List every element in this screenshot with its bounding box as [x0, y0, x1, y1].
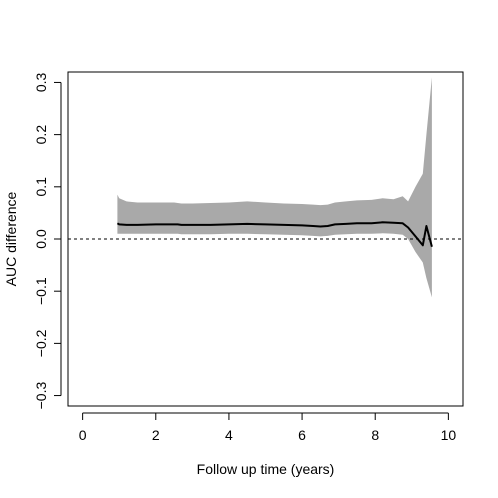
- confidence-band: [117, 77, 432, 298]
- x-tick-label: 2: [152, 427, 160, 443]
- x-tick-label: 10: [441, 427, 457, 443]
- y-tick-label: 0.0: [33, 229, 49, 249]
- x-tick-label: 8: [371, 427, 379, 443]
- x-axis-label: Follow up time (years): [197, 461, 335, 477]
- x-tick-label: 4: [225, 427, 233, 443]
- auc-difference-line: [116, 221, 433, 248]
- x-tick-label: 6: [298, 427, 306, 443]
- y-tick-label: 0.2: [33, 125, 49, 145]
- y-tick-label: −0.1: [33, 277, 49, 305]
- series-line-layer: [116, 221, 433, 248]
- x-tick-label: 0: [79, 427, 87, 443]
- y-tick-label: 0.3: [33, 72, 49, 92]
- x-axis: 0 2 4 6 8 10: [79, 412, 457, 443]
- confidence-band-layer: [117, 77, 432, 298]
- y-tick-label: −0.2: [33, 329, 49, 357]
- y-tick-label: 0.1: [33, 177, 49, 197]
- y-axis-label: AUC difference: [3, 191, 19, 286]
- plot-frame: [67, 71, 464, 407]
- y-axis: −0.3 −0.2 −0.1 0.0 0.1 0.2 0.3: [33, 72, 62, 410]
- y-tick-label: −0.3: [33, 382, 49, 410]
